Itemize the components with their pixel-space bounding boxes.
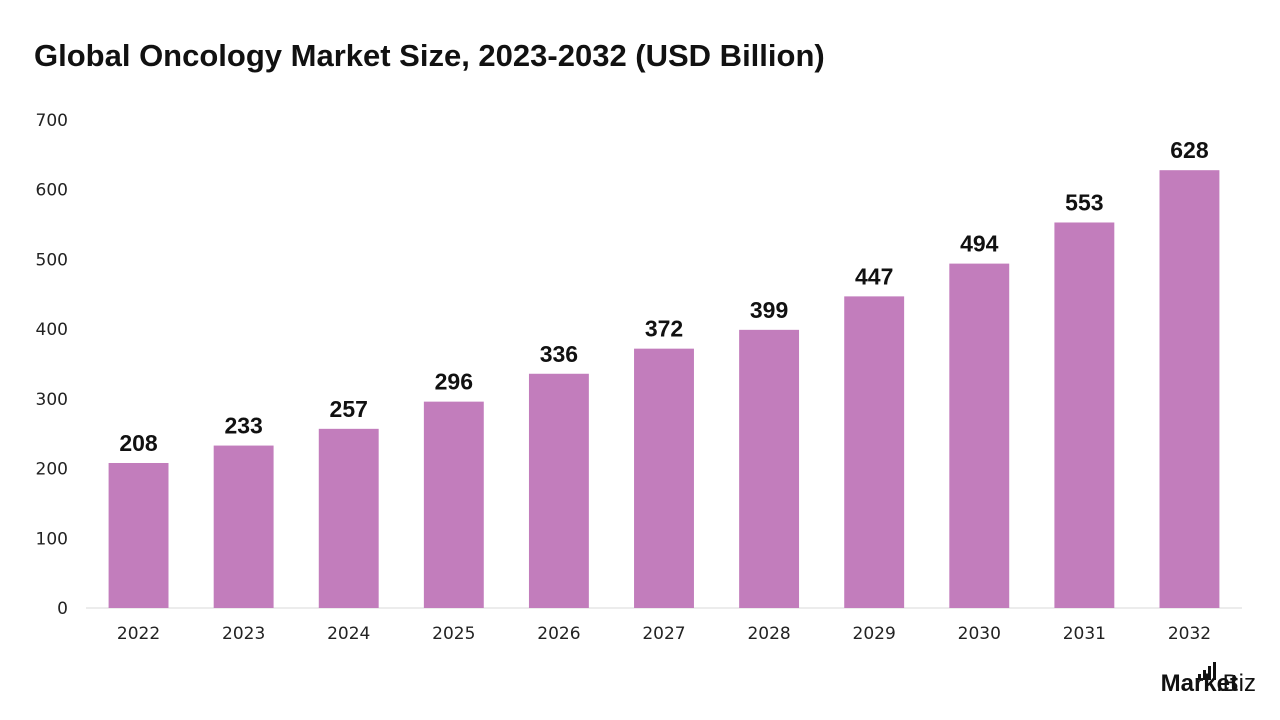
data-label-2022: 208 bbox=[119, 430, 158, 456]
x-tick-label-2029: 2029 bbox=[853, 624, 896, 644]
x-tick-label-2025: 2025 bbox=[432, 624, 475, 644]
data-label-2023: 233 bbox=[224, 413, 262, 439]
bar-2028 bbox=[739, 329, 800, 608]
brand-logo: Market .Biz bbox=[1161, 662, 1256, 698]
y-tick-label: 0 bbox=[57, 599, 68, 619]
y-tick-label: 300 bbox=[36, 390, 68, 410]
bar-chart-icon bbox=[1197, 662, 1216, 680]
x-tick-label-2026: 2026 bbox=[537, 624, 580, 644]
bar-2029 bbox=[844, 296, 905, 608]
y-tick-label: 500 bbox=[36, 250, 68, 270]
y-tick-label: 200 bbox=[36, 460, 68, 480]
data-label-2032: 628 bbox=[1170, 137, 1209, 163]
chart-title: Global Oncology Market Size, 2023-2032 (… bbox=[34, 38, 825, 73]
bar-2027 bbox=[634, 348, 694, 608]
x-tick-label-2022: 2022 bbox=[117, 624, 160, 644]
y-tick-label: 100 bbox=[36, 529, 68, 549]
bar-2032 bbox=[1159, 170, 1220, 609]
x-tick-label-2028: 2028 bbox=[747, 624, 790, 644]
data-label-2029: 447 bbox=[855, 263, 893, 289]
data-label-2025: 296 bbox=[435, 369, 473, 395]
bar-2022 bbox=[108, 462, 169, 608]
x-tick-label-2032: 2032 bbox=[1168, 624, 1211, 644]
data-label-2024: 257 bbox=[330, 396, 368, 422]
bar-2031 bbox=[1054, 222, 1115, 609]
data-label-2031: 553 bbox=[1065, 189, 1103, 215]
bar-2030 bbox=[949, 263, 1010, 608]
bar-2024 bbox=[318, 428, 379, 608]
y-tick-label: 400 bbox=[36, 320, 68, 340]
data-label-2028: 399 bbox=[750, 297, 788, 323]
x-tick-label-2027: 2027 bbox=[642, 624, 685, 644]
y-axis: 0 100 200 300 400 500 600 700 bbox=[36, 111, 68, 619]
y-tick-label: 700 bbox=[36, 111, 68, 131]
bar-2026 bbox=[528, 373, 589, 608]
bars bbox=[108, 170, 1220, 609]
bar-2025 bbox=[423, 401, 484, 608]
data-label-2027: 372 bbox=[645, 316, 683, 342]
x-tick-label-2031: 2031 bbox=[1063, 624, 1106, 644]
x-tick-label-2024: 2024 bbox=[327, 624, 370, 644]
x-axis: 2022 2023 2024 2025 2026 2027 2028 2029 2030 2031… bbox=[117, 624, 1211, 644]
x-tick-label-2030: 2030 bbox=[958, 624, 1001, 644]
value-labels: 208 233 257 296 336 372 399 447 494 553 628 bbox=[119, 137, 1208, 456]
y-tick-label: 600 bbox=[36, 181, 68, 201]
bar-2023 bbox=[213, 445, 274, 608]
data-label-2030: 494 bbox=[960, 231, 999, 257]
x-tick-label-2023: 2023 bbox=[222, 624, 265, 644]
data-label-2026: 336 bbox=[540, 341, 578, 367]
brand-suffix: .Biz bbox=[1215, 670, 1256, 697]
